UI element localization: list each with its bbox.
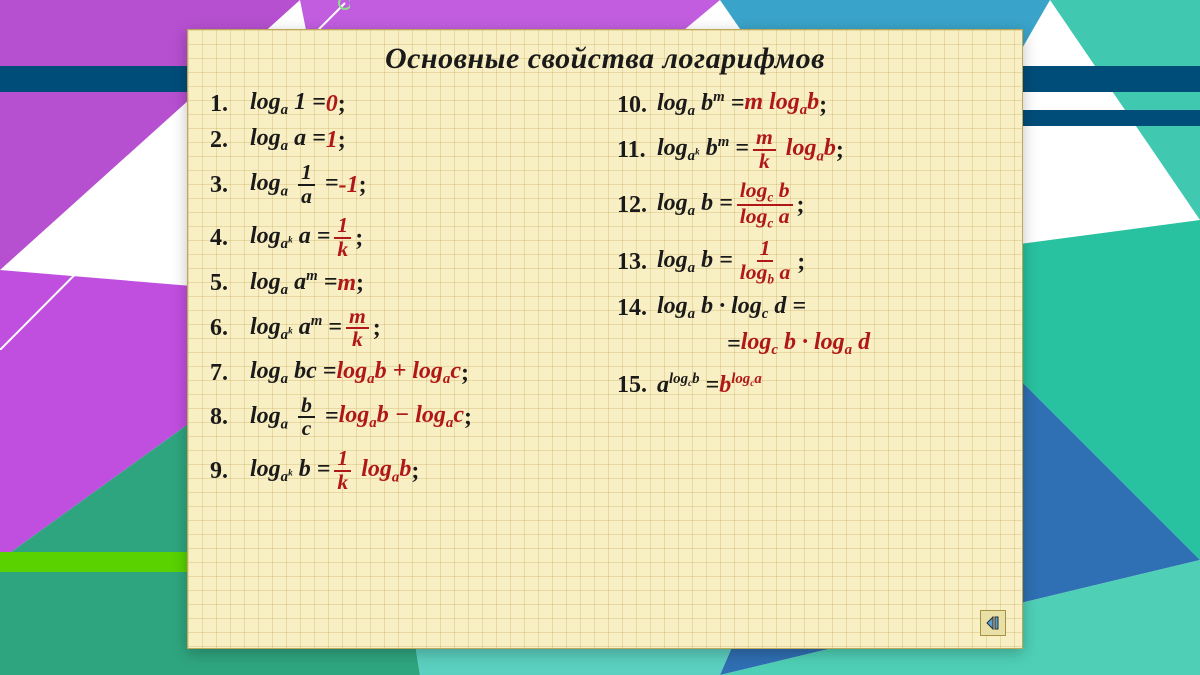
column-left: 1. loga 1 = 0; 2. loga a = 1; 3. loga 1a… <box>210 82 593 501</box>
rewind-icon <box>985 615 1001 631</box>
formula-number: 3. <box>210 173 250 197</box>
formula-15: 15. alogcb = blogca <box>617 372 1000 397</box>
formula-3: 3. loga 1a = -1; <box>210 162 593 207</box>
column-right: 10. loga bm = m logab; 11. logak bm = mk… <box>617 82 1000 501</box>
formula-4: 4. logak a = 1k ; <box>210 215 593 260</box>
formula-number: 12. <box>617 193 657 217</box>
formula-1: 1. loga 1 = 0; <box>210 90 593 118</box>
formula-6: 6. logak am = mk ; <box>210 306 593 351</box>
card-title: Основные свойства логарифмов <box>210 42 1000 76</box>
stripe-green <box>0 552 200 572</box>
formula-14a: 14. loga b · logc d = <box>617 294 1000 322</box>
formula-8: 8. loga bc = logab − logac; <box>210 395 593 440</box>
formula-2: 2. loga a = 1; <box>210 126 593 154</box>
formula-number: 8. <box>210 405 250 429</box>
formula-number: 11. <box>617 138 657 162</box>
prev-slide-button[interactable] <box>980 610 1006 636</box>
formula-13: 13. loga b = 1 logb a ; <box>617 238 1000 286</box>
formula-number: 10. <box>617 93 657 117</box>
formula-number: 6. <box>210 316 250 340</box>
formula-5: 5. loga am = m; <box>210 269 593 298</box>
formula-number: 7. <box>210 361 250 385</box>
formula-number: 9. <box>210 459 250 483</box>
content-card: Основные свойства логарифмов 1. loga 1 =… <box>187 29 1023 649</box>
formula-number: 4. <box>210 226 250 250</box>
formula-number: 2. <box>210 128 250 152</box>
formula-number: 13. <box>617 250 657 274</box>
formula-number: 14. <box>617 296 657 320</box>
slide: Основные свойства логарифмов 1. loga 1 =… <box>0 0 1200 675</box>
formula-columns: 1. loga 1 = 0; 2. loga a = 1; 3. loga 1a… <box>210 82 1000 501</box>
formula-11: 11. logak bm = mk logab; <box>617 127 1000 172</box>
formula-14b: = logc b · loga d <box>617 330 1000 358</box>
formula-7: 7. loga bc = logab + logac; <box>210 359 593 387</box>
formula-9: 9. logak b = 1k logab; <box>210 448 593 493</box>
stripe-right <box>1020 110 1200 126</box>
formula-12: 12. loga b = logc b logc a ; <box>617 180 1000 230</box>
formula-number: 15. <box>617 373 657 397</box>
formula-10: 10. loga bm = m logab; <box>617 90 1000 119</box>
formula-number: 5. <box>210 271 250 295</box>
formula-number: 1. <box>210 92 250 116</box>
